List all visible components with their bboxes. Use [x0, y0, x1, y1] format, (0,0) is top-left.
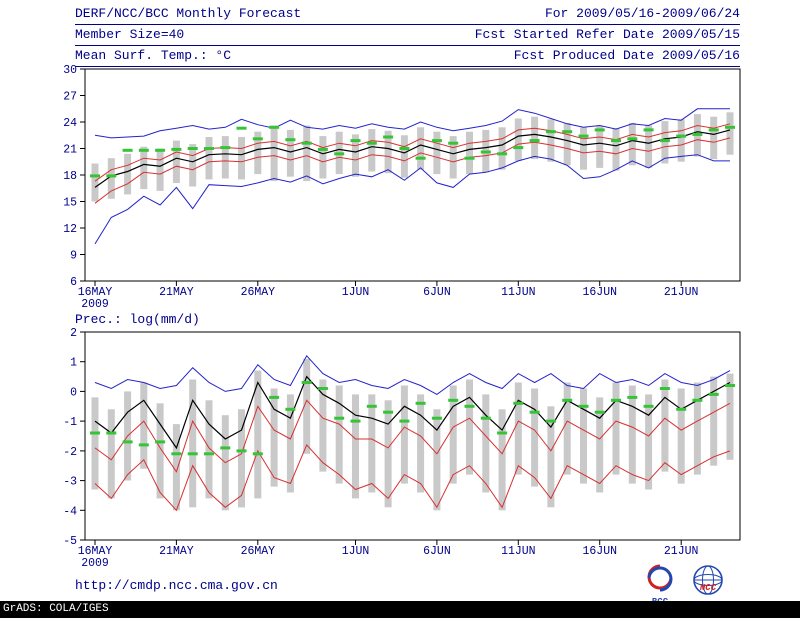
- axis-label: 24: [63, 117, 77, 130]
- lower-quartile-line: [94, 137, 731, 204]
- observation-dashes: [90, 381, 735, 456]
- axis-label: -5: [63, 535, 77, 548]
- axis-label: 16JUN: [582, 286, 617, 299]
- grads-statusbar: GrADS: COLA/IGES: [0, 601, 800, 618]
- ensemble-min-line: [94, 154, 730, 245]
- temperature-panel-title: Mean Surf. Temp.: °C: [75, 48, 232, 63]
- ncc-globe-icon: NCC: [693, 565, 723, 595]
- axis-label: Prec.: log(mm/d): [75, 312, 200, 327]
- axis-label: 12: [63, 223, 77, 236]
- axis-label: 0: [70, 386, 77, 399]
- observation-dashes: [90, 125, 735, 178]
- ensemble-max-line: [94, 354, 731, 395]
- header: DERF/NCC/BCC Monthly Forecast For 2009/0…: [75, 4, 740, 67]
- ensemble-mean-line: [94, 375, 731, 450]
- axis-label: 2009: [81, 557, 109, 570]
- axis-label: 6: [70, 276, 77, 289]
- axis-label: 26MAY: [241, 286, 276, 299]
- axis-label: 21: [63, 144, 77, 157]
- axis-label: 11JUN: [501, 286, 536, 299]
- axis-label: 1JUN: [342, 286, 370, 299]
- header-row-2: Member Size=40 Fcst Started Refer Date 2…: [75, 25, 740, 46]
- temperature-panel: 6 9 12 15 18 21 24 27 30 16MAY 21MAY 26MAY 1JUN 6JUN 1…: [63, 65, 741, 311]
- axis-label: 6JUN: [423, 286, 451, 299]
- fcst-produced-date: Fcst Produced Date 2009/05/16: [513, 48, 740, 63]
- axis-label: -1: [63, 416, 77, 429]
- header-row-1: DERF/NCC/BCC Monthly Forecast For 2009/0…: [75, 4, 740, 25]
- plot-frame: [84, 68, 741, 282]
- axis-label: -2: [63, 446, 77, 459]
- ensemble-spread-bars: [91, 358, 734, 511]
- bcc-swirl-icon: [647, 564, 673, 592]
- source-url: http://cmdp.ncc.cma.gov.cn: [75, 578, 278, 593]
- axis-label: 1JUN: [342, 545, 370, 558]
- axis-label: 21JUN: [664, 286, 699, 299]
- axis-label: 16MAY: [78, 545, 113, 558]
- precipitation-panel: -5 -4 -3 -2 -1 0 1 2 16MAY 21MAY 26MAY 1JUN 6JUN 11JU…: [63, 312, 741, 570]
- axis-label: 2: [70, 327, 77, 340]
- ensemble-max-line: [94, 108, 730, 139]
- grads-version-text: GrADS: COLA/IGES: [3, 603, 109, 615]
- upper-quartile-line: [94, 123, 731, 182]
- report-title: DERF/NCC/BCC Monthly Forecast: [75, 6, 302, 21]
- header-row-3: Mean Surf. Temp.: °C Fcst Produced Date …: [75, 46, 740, 67]
- axis-label: 27: [63, 91, 77, 104]
- ncc-logo-label: NCC: [700, 583, 717, 593]
- axis-label: 6JUN: [423, 545, 451, 558]
- axis-label: -4: [63, 505, 77, 518]
- forecast-period: For 2009/05/16-2009/06/24: [544, 6, 740, 21]
- axis-label: 15: [63, 197, 77, 210]
- axis-label: 1: [70, 357, 77, 370]
- axis-label: 18: [63, 170, 77, 183]
- axis-label: 2009: [81, 298, 109, 311]
- axis-label: 26MAY: [241, 545, 276, 558]
- axis-label: 21MAY: [159, 545, 194, 558]
- member-size-label: Member Size=40: [75, 27, 185, 42]
- lower-quartile-line: [94, 443, 731, 512]
- axis-label: 16MAY: [78, 286, 113, 299]
- fcst-refer-date: Fcst Started Refer Date 2009/05/15: [474, 27, 740, 42]
- ncc-logo: NCC: [684, 563, 732, 606]
- axis-label: 11JUN: [501, 545, 536, 558]
- axis-label: 21MAY: [159, 286, 194, 299]
- axis-label: 21JUN: [664, 545, 699, 558]
- axis-label: -3: [63, 476, 77, 489]
- axis-label: 16JUN: [582, 545, 617, 558]
- upper-quartile-line: [94, 399, 731, 473]
- axis-label: 9: [70, 250, 77, 263]
- ensemble-mean-line: [94, 129, 731, 188]
- plot-frame: [84, 331, 741, 541]
- axis-label: 30: [63, 65, 77, 77]
